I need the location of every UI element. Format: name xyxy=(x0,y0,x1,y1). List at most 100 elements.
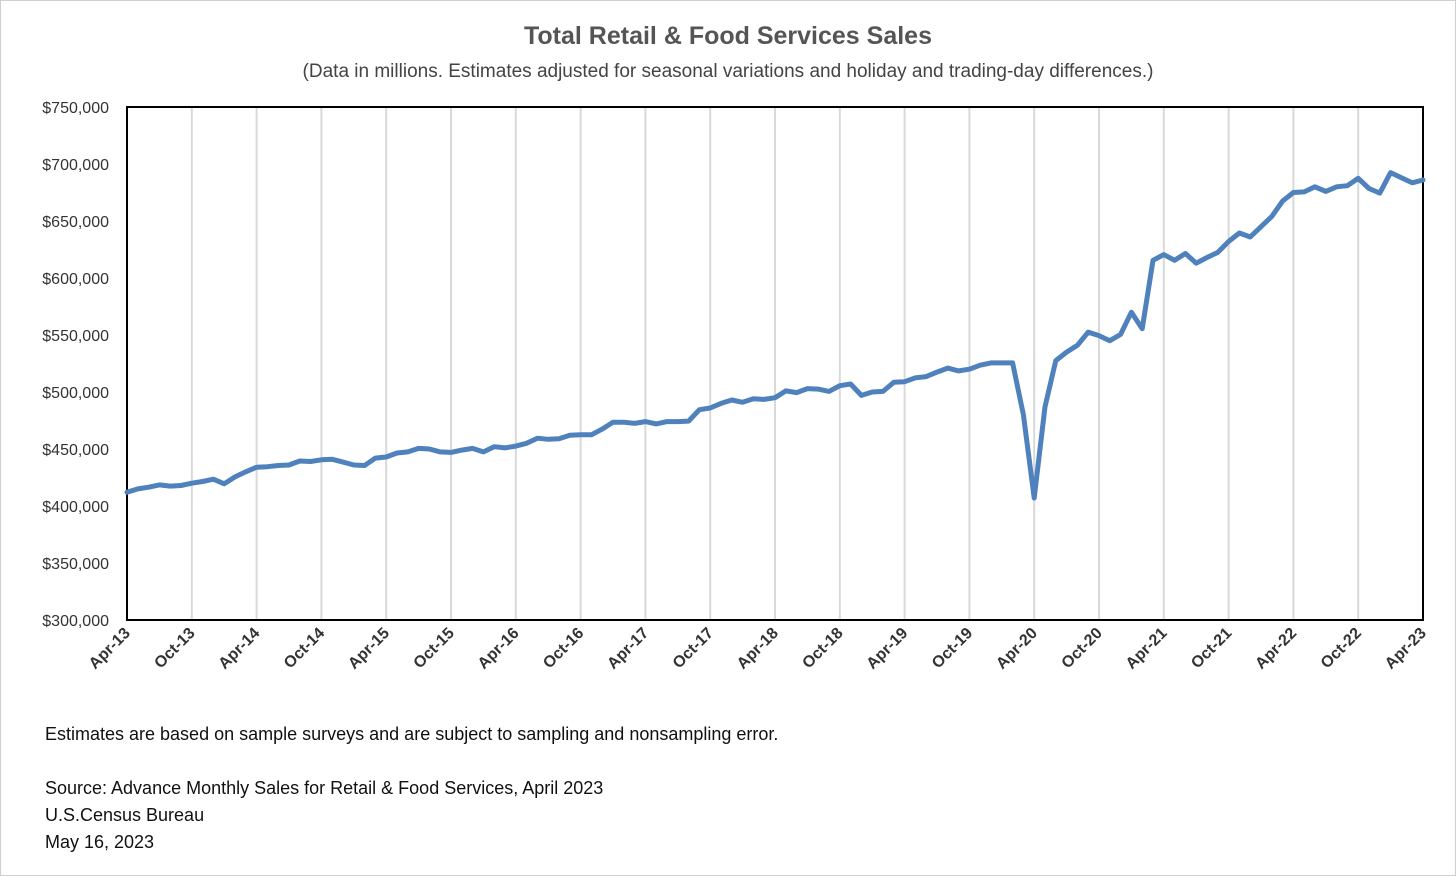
data-point-113 xyxy=(1345,183,1350,188)
plot-area-border xyxy=(126,106,1424,621)
data-point-104 xyxy=(1248,235,1253,240)
data-point-89 xyxy=(1086,330,1091,335)
data-point-80 xyxy=(989,360,994,365)
data-point-2 xyxy=(146,485,151,490)
x-tick-label-Oct-18: Oct-18 xyxy=(799,625,846,672)
data-point-54 xyxy=(708,406,713,411)
data-point-30 xyxy=(449,450,454,455)
x-tick-label-Apr-20: Apr-20 xyxy=(993,625,1041,673)
data-point-43 xyxy=(589,432,594,437)
x-tick-label-Apr-14: Apr-14 xyxy=(216,625,264,673)
data-point-120 xyxy=(1421,178,1426,183)
data-point-8 xyxy=(211,477,216,482)
data-point-74 xyxy=(924,374,929,379)
data-point-1 xyxy=(135,486,140,491)
chart-subtitle: (Data in millions. Estimates adjusted fo… xyxy=(302,61,1154,82)
x-tick-label-Apr-23: Apr-23 xyxy=(1382,625,1430,673)
data-point-55 xyxy=(719,401,724,406)
data-point-101 xyxy=(1215,250,1220,255)
data-point-99 xyxy=(1194,261,1199,266)
data-point-57 xyxy=(740,400,745,405)
data-point-25 xyxy=(395,451,400,456)
data-point-29 xyxy=(438,449,443,454)
data-point-58 xyxy=(751,396,756,401)
y-tick-label-400000: $400,000 xyxy=(42,499,109,516)
data-point-33 xyxy=(481,449,486,454)
data-point-39 xyxy=(546,437,551,442)
x-tick-label-Oct-14: Oct-14 xyxy=(281,625,328,672)
x-tick-label-Apr-17: Apr-17 xyxy=(604,625,652,673)
data-point-60 xyxy=(773,395,778,400)
data-point-6 xyxy=(189,481,194,486)
data-point-111 xyxy=(1323,189,1328,194)
data-point-97 xyxy=(1172,258,1177,263)
data-point-17 xyxy=(308,459,313,464)
x-tick-label-Apr-15: Apr-15 xyxy=(345,625,393,673)
data-point-27 xyxy=(416,446,421,451)
release-date: May 16, 2023 xyxy=(45,832,155,852)
x-tick-label-Oct-13: Oct-13 xyxy=(151,625,198,672)
data-point-86 xyxy=(1053,358,1058,363)
data-point-59 xyxy=(762,397,767,402)
data-point-62 xyxy=(794,390,799,395)
data-point-102 xyxy=(1226,239,1231,244)
data-point-26 xyxy=(405,449,410,454)
data-point-76 xyxy=(945,366,950,371)
chart-title: Total Retail & Food Services Sales xyxy=(523,22,932,50)
data-point-87 xyxy=(1064,350,1069,355)
data-point-53 xyxy=(697,407,702,412)
data-point-47 xyxy=(632,421,637,426)
x-tick-label-Apr-18: Apr-18 xyxy=(734,625,782,673)
data-point-65 xyxy=(827,389,832,394)
data-point-115 xyxy=(1367,186,1372,191)
data-point-52 xyxy=(686,419,691,424)
data-point-83 xyxy=(1021,412,1026,417)
data-point-71 xyxy=(891,380,896,385)
data-point-75 xyxy=(935,370,940,375)
data-point-73 xyxy=(913,375,918,380)
data-point-107 xyxy=(1280,199,1285,204)
y-tick-label-550000: $550,000 xyxy=(42,328,109,345)
data-point-109 xyxy=(1302,189,1307,194)
x-tick-label-Oct-21: Oct-21 xyxy=(1188,625,1235,672)
data-point-7 xyxy=(200,479,205,484)
data-point-103 xyxy=(1237,231,1242,236)
data-point-14 xyxy=(276,463,281,468)
data-point-35 xyxy=(503,445,508,450)
data-point-28 xyxy=(427,447,432,452)
data-point-49 xyxy=(654,421,659,426)
data-point-63 xyxy=(805,386,810,391)
data-point-68 xyxy=(859,393,864,398)
data-point-46 xyxy=(621,420,626,425)
data-point-18 xyxy=(319,457,324,462)
data-point-19 xyxy=(330,457,335,462)
y-tick-label-750000: $750,000 xyxy=(42,100,109,117)
data-point-108 xyxy=(1291,190,1296,195)
data-point-114 xyxy=(1356,176,1361,181)
data-point-70 xyxy=(881,389,886,394)
data-point-0 xyxy=(125,490,130,495)
x-tick-label-Apr-16: Apr-16 xyxy=(475,625,523,673)
sales-series-line xyxy=(124,170,1426,501)
data-point-85 xyxy=(1043,404,1048,409)
data-point-93 xyxy=(1129,310,1134,315)
x-tick-label-Oct-17: Oct-17 xyxy=(670,625,717,672)
data-point-82 xyxy=(1010,360,1015,365)
y-tick-label-350000: $350,000 xyxy=(42,556,109,573)
x-tick-label-Oct-15: Oct-15 xyxy=(411,625,458,672)
data-point-37 xyxy=(524,441,529,446)
data-point-36 xyxy=(513,444,518,449)
data-point-77 xyxy=(956,368,961,373)
data-point-72 xyxy=(902,379,907,384)
data-point-100 xyxy=(1205,255,1210,260)
data-point-23 xyxy=(373,456,378,461)
data-point-32 xyxy=(470,446,475,451)
data-point-94 xyxy=(1140,326,1145,331)
data-point-67 xyxy=(848,382,853,387)
data-point-98 xyxy=(1183,251,1188,256)
data-point-78 xyxy=(967,367,972,372)
data-point-31 xyxy=(459,448,464,453)
data-point-92 xyxy=(1118,332,1123,337)
x-tick-label-Oct-19: Oct-19 xyxy=(929,625,976,672)
data-point-56 xyxy=(729,398,734,403)
